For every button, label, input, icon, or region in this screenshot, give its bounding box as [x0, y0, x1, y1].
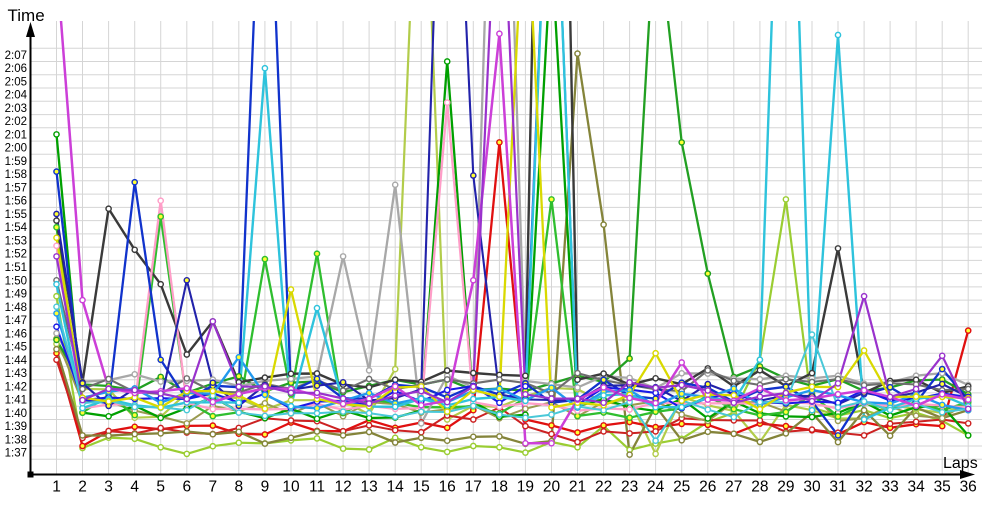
svg-text:1: 1 [52, 479, 61, 496]
svg-text:1:52: 1:52 [5, 249, 27, 261]
svg-text:23: 23 [621, 479, 638, 496]
svg-text:1:39: 1:39 [5, 421, 27, 433]
svg-text:1:38: 1:38 [5, 434, 27, 446]
svg-text:7: 7 [208, 479, 217, 496]
svg-text:2:05: 2:05 [5, 76, 27, 88]
svg-text:33: 33 [881, 479, 898, 496]
svg-text:24: 24 [647, 479, 665, 496]
svg-text:36: 36 [960, 479, 977, 496]
svg-text:1:42: 1:42 [5, 381, 27, 393]
svg-text:8: 8 [234, 479, 243, 496]
svg-text:2:06: 2:06 [5, 63, 27, 75]
svg-text:12: 12 [334, 479, 351, 496]
svg-text:1:48: 1:48 [5, 302, 27, 314]
svg-text:26: 26 [699, 479, 716, 496]
svg-text:20: 20 [543, 479, 561, 496]
svg-text:1:41: 1:41 [5, 395, 27, 407]
svg-text:1:44: 1:44 [5, 355, 28, 367]
svg-text:1:49: 1:49 [5, 289, 27, 301]
svg-text:1:55: 1:55 [5, 209, 27, 221]
svg-text:27: 27 [725, 479, 742, 496]
svg-text:2:07: 2:07 [5, 50, 27, 62]
svg-text:28: 28 [751, 479, 768, 496]
svg-text:2:00: 2:00 [5, 143, 27, 155]
svg-text:1:51: 1:51 [5, 262, 27, 274]
svg-text:32: 32 [855, 479, 872, 496]
svg-text:21: 21 [569, 479, 586, 496]
svg-text:1:46: 1:46 [5, 328, 27, 340]
svg-text:4: 4 [130, 479, 139, 496]
svg-text:2:01: 2:01 [5, 129, 27, 141]
svg-text:35: 35 [934, 479, 951, 496]
svg-text:1:58: 1:58 [5, 169, 27, 181]
svg-text:2:03: 2:03 [5, 103, 27, 115]
svg-text:34: 34 [907, 479, 925, 496]
svg-text:22: 22 [595, 479, 612, 496]
svg-text:1:56: 1:56 [5, 196, 27, 208]
svg-text:19: 19 [517, 479, 534, 496]
svg-text:14: 14 [387, 479, 405, 496]
svg-text:2:02: 2:02 [5, 116, 27, 128]
svg-text:2: 2 [78, 479, 87, 496]
svg-text:16: 16 [439, 479, 456, 496]
svg-text:31: 31 [829, 479, 846, 496]
svg-text:1:54: 1:54 [5, 222, 28, 234]
svg-text:6: 6 [182, 479, 191, 496]
svg-text:2:04: 2:04 [5, 90, 28, 102]
svg-text:1:43: 1:43 [5, 368, 27, 380]
svg-text:30: 30 [803, 479, 821, 496]
svg-text:Time: Time [8, 6, 45, 25]
svg-text:1:53: 1:53 [5, 236, 27, 248]
svg-text:1:37: 1:37 [5, 448, 27, 460]
svg-text:11: 11 [309, 479, 325, 496]
svg-text:5: 5 [156, 479, 165, 496]
svg-text:18: 18 [491, 479, 508, 496]
svg-text:17: 17 [465, 479, 482, 496]
svg-text:1:59: 1:59 [5, 156, 27, 168]
svg-text:1:47: 1:47 [5, 315, 27, 327]
svg-text:15: 15 [413, 479, 430, 496]
svg-text:Laps: Laps [943, 455, 978, 472]
svg-text:13: 13 [360, 479, 377, 496]
svg-text:1:45: 1:45 [5, 342, 27, 354]
svg-text:25: 25 [673, 479, 690, 496]
svg-text:1:50: 1:50 [5, 275, 27, 287]
svg-text:9: 9 [261, 479, 270, 496]
svg-text:29: 29 [777, 479, 794, 496]
svg-text:1:40: 1:40 [5, 408, 27, 420]
svg-text:1:57: 1:57 [5, 183, 27, 195]
svg-text:3: 3 [104, 479, 113, 496]
svg-text:10: 10 [282, 479, 300, 496]
